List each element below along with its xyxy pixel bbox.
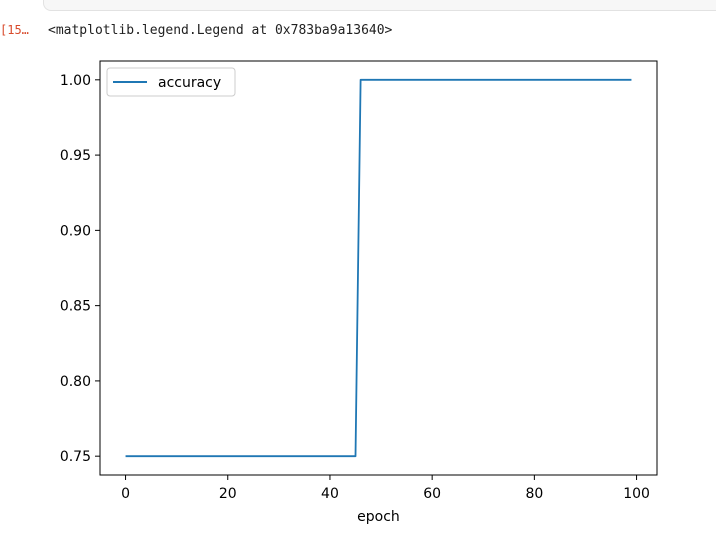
x-tick-label: 100 xyxy=(623,486,650,502)
ticks-layer: 0 20 40 60 80 100 0.75 0.80 0.85 0.90 0.95 1.00 xyxy=(60,73,650,502)
x-tick-label: 80 xyxy=(525,486,543,502)
series-layer xyxy=(125,78,632,458)
y-tick-label: 0.80 xyxy=(60,374,91,390)
output-prompt: [15… xyxy=(0,23,29,37)
y-tick-label: 0.95 xyxy=(60,148,91,164)
x-tick-label: 40 xyxy=(321,486,339,502)
y-tick-label: 0.90 xyxy=(60,223,91,239)
legend: accuracy xyxy=(106,67,236,97)
output-text: <matplotlib.legend.Legend at 0x783ba9a13… xyxy=(48,23,393,38)
series-line-accuracy xyxy=(125,78,632,458)
y-tick-label: 0.75 xyxy=(60,449,91,465)
x-tick-label: 60 xyxy=(423,486,441,502)
axes-frame xyxy=(99,60,658,476)
legend-box xyxy=(106,67,236,97)
x-tick-label: 0 xyxy=(121,486,130,502)
previous-cell-input-edge xyxy=(43,0,716,11)
x-tick-label: 20 xyxy=(219,486,237,502)
x-axis-label: epoch xyxy=(357,509,400,525)
legend-label-accuracy: accuracy xyxy=(158,75,221,91)
y-tick-label: 0.85 xyxy=(60,299,91,315)
y-tick-label: 1.00 xyxy=(60,73,91,89)
